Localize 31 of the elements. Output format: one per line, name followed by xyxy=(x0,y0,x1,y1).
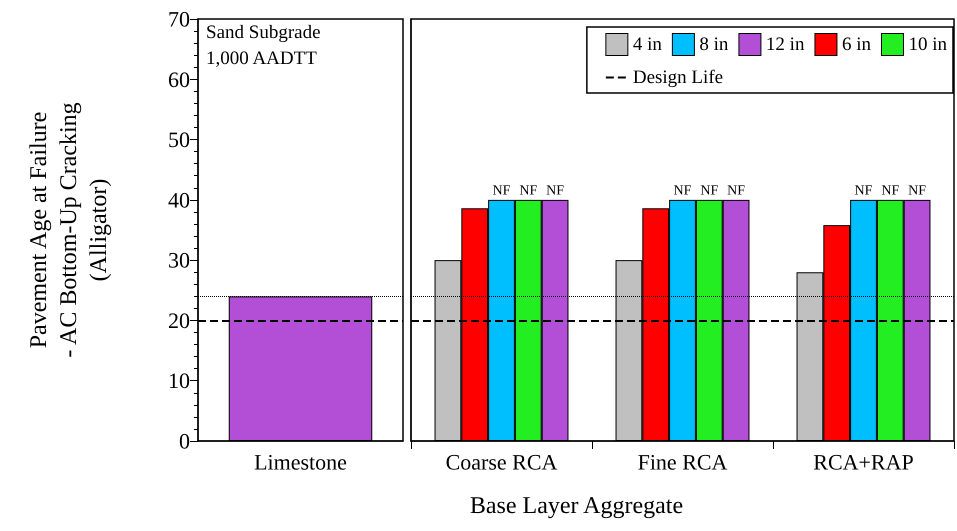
y-tick-label: 70 xyxy=(168,6,190,32)
data-label: NF xyxy=(908,183,926,198)
data-label: NF xyxy=(881,183,900,198)
x-tick-label: Limestone xyxy=(254,450,347,474)
annotation: 1,000 AADTT xyxy=(206,48,318,69)
legend-label: 6 in xyxy=(842,34,872,55)
data-label: NF xyxy=(854,183,873,198)
y-axis-title: Pavement Age at Failure - AC Bottom-Up Cracking (Alligator) xyxy=(26,102,112,358)
y-tick-label: 50 xyxy=(168,127,190,152)
legend-label: 8 in xyxy=(699,34,729,55)
data-label: NF xyxy=(727,183,746,198)
y-tick-label: 30 xyxy=(168,248,190,273)
data-label: NF xyxy=(546,183,564,198)
x-tick-label: RCA+RAP xyxy=(813,450,914,474)
legend-label: 4 in xyxy=(632,34,662,55)
y-tick-label: 20 xyxy=(168,308,190,333)
data-label: NF xyxy=(700,183,718,198)
y-tick-label: 40 xyxy=(168,187,190,212)
y-tick-label: 10 xyxy=(168,368,190,394)
legend-label: Design Life xyxy=(632,67,724,88)
x-tick-label: Fine RCA xyxy=(638,450,728,474)
x-tick-label: Coarse RCA xyxy=(446,450,558,474)
annotation: Sand Subgrade xyxy=(206,22,321,43)
data-label: NF xyxy=(492,183,511,198)
data-label: NF xyxy=(674,183,692,198)
data-label: NF xyxy=(519,183,538,198)
legend-label: 12 in xyxy=(766,34,805,55)
x-axis-title: Base Layer Aggregate xyxy=(468,493,684,520)
legend-label: 10 in xyxy=(908,34,948,55)
y-tick-label: 0 xyxy=(179,428,190,454)
y-tick-label: 60 xyxy=(168,66,190,92)
